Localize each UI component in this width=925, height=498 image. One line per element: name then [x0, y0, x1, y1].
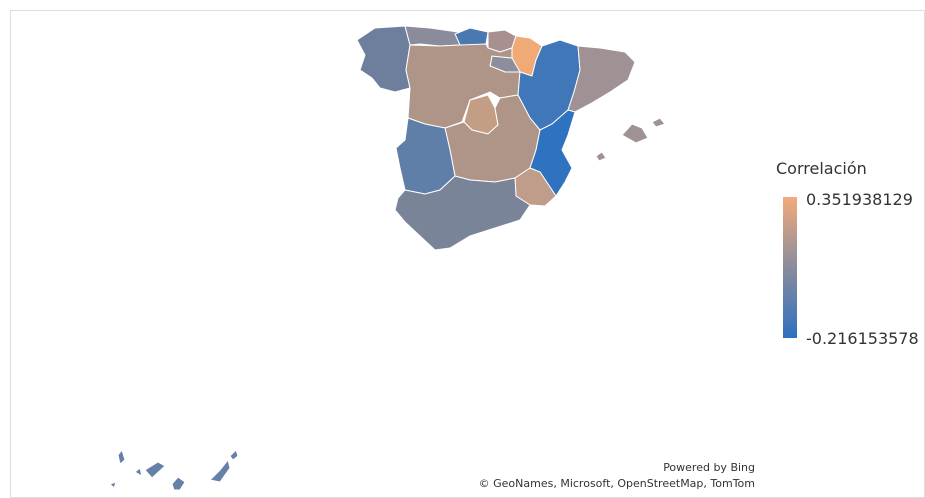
legend-min: -0.216153578	[806, 329, 919, 348]
region	[595, 151, 607, 162]
legend-title: Correlación	[776, 159, 867, 178]
legend-gradient	[783, 197, 797, 338]
region	[356, 25, 411, 93]
region	[144, 461, 166, 479]
region	[109, 481, 117, 489]
region	[171, 476, 186, 491]
credits: © GeoNames, Microsoft, OpenStreetMap, To…	[479, 477, 755, 490]
region	[651, 117, 666, 128]
regions	[109, 25, 666, 491]
powered-by: Powered by Bing	[663, 461, 755, 474]
region	[134, 467, 143, 478]
region	[229, 449, 239, 461]
region	[404, 25, 461, 47]
region	[394, 175, 531, 251]
region	[529, 109, 576, 197]
region	[567, 45, 636, 113]
region	[621, 123, 649, 144]
region	[454, 27, 489, 47]
region	[208, 458, 231, 483]
legend-max: 0.351938129	[806, 190, 913, 209]
region	[117, 448, 126, 465]
